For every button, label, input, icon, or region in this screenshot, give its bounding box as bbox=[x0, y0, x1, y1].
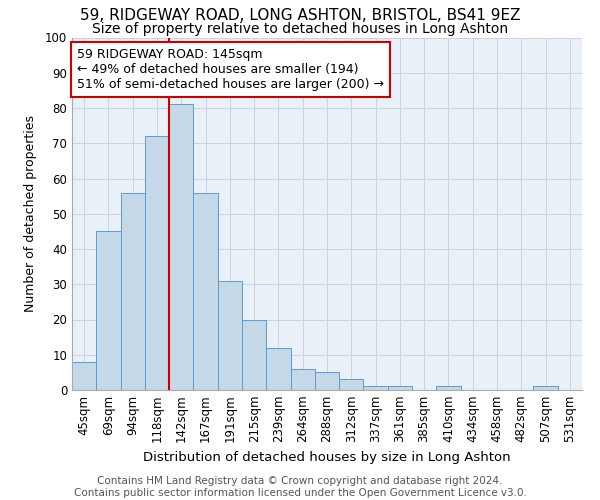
Bar bbox=[315, 372, 339, 390]
Bar bbox=[218, 280, 242, 390]
Text: Contains HM Land Registry data © Crown copyright and database right 2024.
Contai: Contains HM Land Registry data © Crown c… bbox=[74, 476, 526, 498]
Bar bbox=[533, 386, 558, 390]
Text: Size of property relative to detached houses in Long Ashton: Size of property relative to detached ho… bbox=[92, 22, 508, 36]
Bar bbox=[290, 369, 315, 390]
Bar bbox=[242, 320, 266, 390]
Bar bbox=[339, 380, 364, 390]
Bar bbox=[169, 104, 193, 390]
Bar bbox=[96, 232, 121, 390]
Text: 59 RIDGEWAY ROAD: 145sqm
← 49% of detached houses are smaller (194)
51% of semi-: 59 RIDGEWAY ROAD: 145sqm ← 49% of detach… bbox=[77, 48, 384, 91]
Bar bbox=[193, 192, 218, 390]
X-axis label: Distribution of detached houses by size in Long Ashton: Distribution of detached houses by size … bbox=[143, 451, 511, 464]
Bar bbox=[266, 348, 290, 390]
Bar bbox=[121, 192, 145, 390]
Bar bbox=[145, 136, 169, 390]
Bar bbox=[436, 386, 461, 390]
Bar bbox=[388, 386, 412, 390]
Y-axis label: Number of detached properties: Number of detached properties bbox=[23, 116, 37, 312]
Bar bbox=[364, 386, 388, 390]
Text: 59, RIDGEWAY ROAD, LONG ASHTON, BRISTOL, BS41 9EZ: 59, RIDGEWAY ROAD, LONG ASHTON, BRISTOL,… bbox=[80, 8, 520, 22]
Bar bbox=[72, 362, 96, 390]
